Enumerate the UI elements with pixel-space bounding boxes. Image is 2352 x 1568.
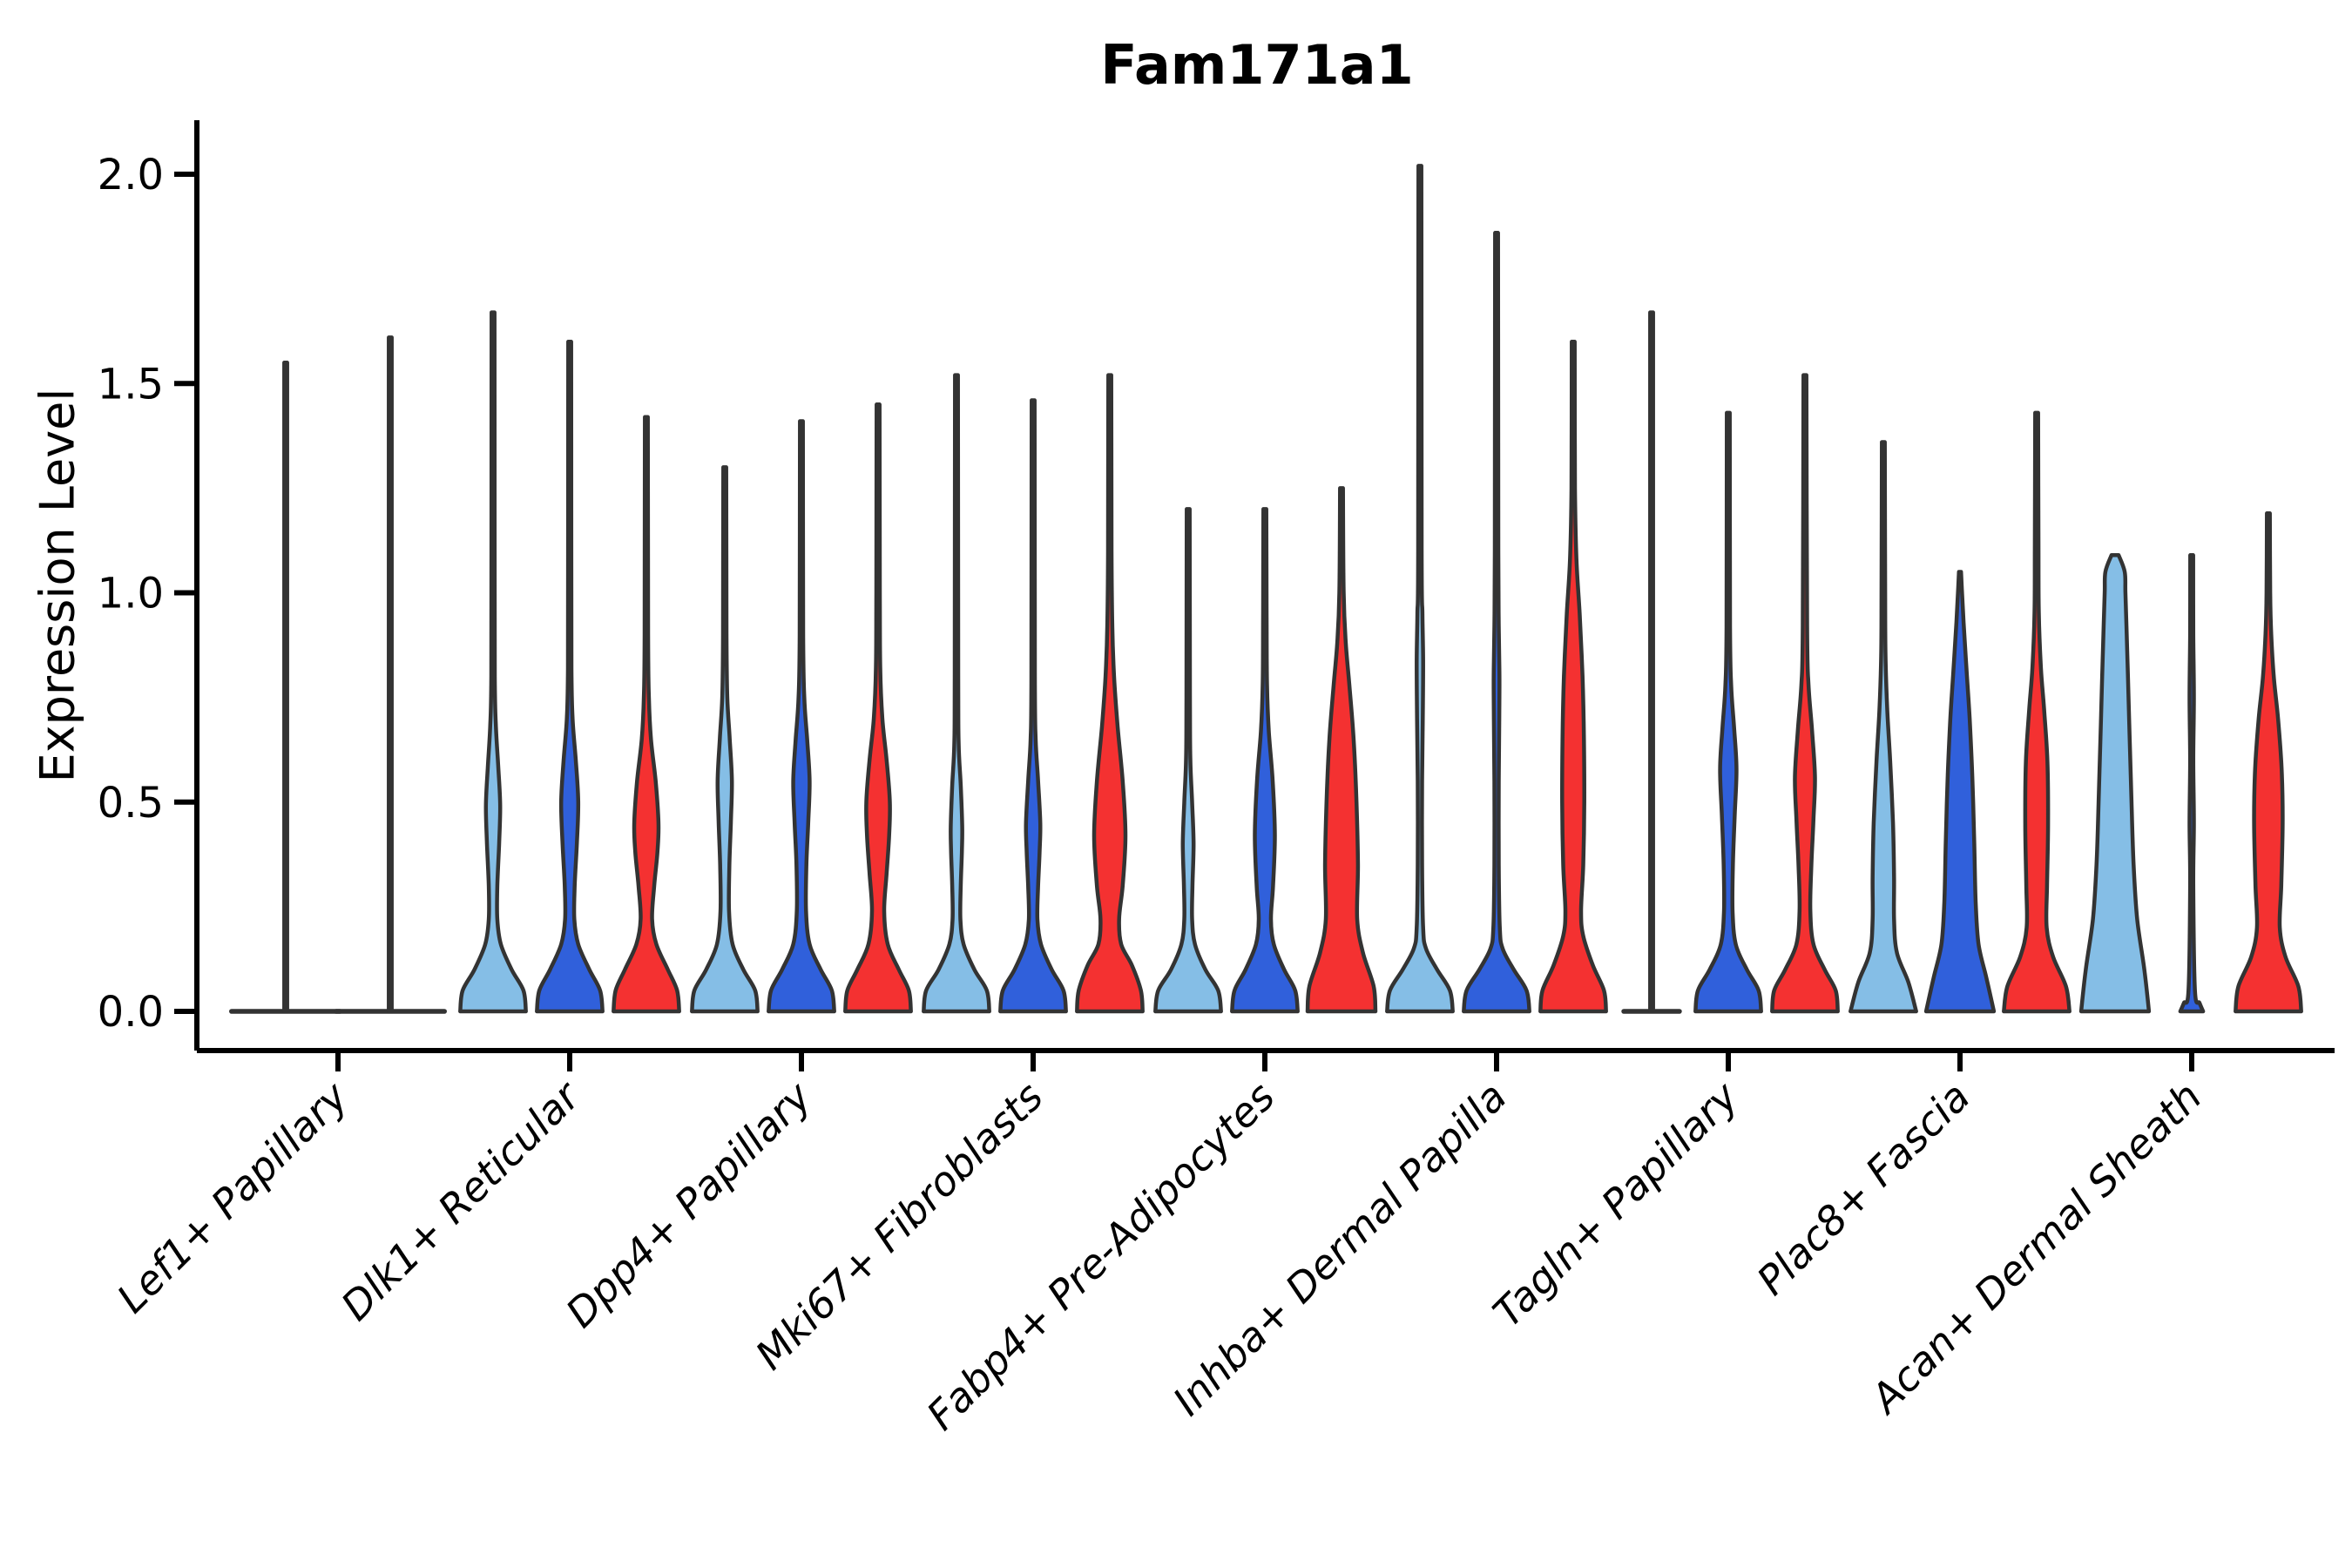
violin-dlk1-reticular-light-blue	[458, 310, 528, 1014]
chart-title: Fam171a1	[1100, 33, 1414, 97]
violin-inhba-dermal-papilla-light-blue	[1385, 164, 1455, 1014]
violin-dpp4-papillary-red	[843, 402, 913, 1014]
violin-lef1-papillary-dark-blue	[387, 335, 394, 1014]
violin-tagln-papillary-dark-blue	[1693, 410, 1763, 1014]
violin-inhba-dermal-papilla-dark-blue	[1462, 231, 1531, 1014]
violin-fabp4-pre-adipocytes-light-blue	[1153, 507, 1223, 1014]
x-tick-label-7: Tagln+ Papillary	[1484, 1072, 1747, 1336]
x-tick-label-2: Dlk1+ Reticular	[332, 1071, 591, 1329]
violin-inhba-dermal-papilla-red	[1538, 339, 1608, 1014]
violin-fabp4-pre-adipocytes-red	[1305, 486, 1378, 1014]
x-tick-label-3: Dpp4+ Papillary	[557, 1072, 821, 1336]
violin-mki67-fibroblasts-light-blue	[922, 373, 991, 1014]
y-tick-label: 0.5	[98, 779, 164, 828]
y-tick-label: 1.0	[98, 570, 164, 618]
violin-fabp4-pre-adipocytes-dark-blue	[1230, 507, 1300, 1014]
violin-plac8-fascia-dark-blue	[1923, 570, 1997, 1014]
violin-plac8-fascia-red	[2002, 410, 2072, 1014]
violin-acan-dermal-sheath-red	[2234, 510, 2303, 1014]
violin-tagln-papillary-light-blue	[1648, 310, 1655, 1014]
x-tick-label-8: Plac8+ Fascia	[1747, 1073, 1978, 1304]
y-tick-label: 2.0	[98, 151, 164, 199]
violin-acan-dermal-sheath-dark-blue	[2178, 553, 2206, 1014]
violin-tagln-papillary-red	[1770, 373, 1840, 1014]
violin-acan-dermal-sheath-light-blue	[2078, 553, 2152, 1014]
violin-dlk1-reticular-dark-blue	[535, 339, 605, 1014]
violin-dpp4-papillary-dark-blue	[767, 419, 836, 1014]
y-tick-label: 1.5	[98, 360, 164, 409]
y-tick-label: 0.0	[98, 988, 164, 1037]
x-tick-label-1: Lef1+ Papillary	[108, 1072, 357, 1321]
violin-plac8-fascia-light-blue	[1848, 440, 1918, 1014]
violin-mki67-fibroblasts-red	[1075, 373, 1145, 1014]
violin-dlk1-reticular-red	[612, 415, 681, 1014]
violin-mki67-fibroblasts-dark-blue	[998, 398, 1068, 1014]
violin-lef1-papillary-light-blue	[282, 360, 289, 1014]
violin-dpp4-papillary-light-blue	[690, 465, 760, 1014]
